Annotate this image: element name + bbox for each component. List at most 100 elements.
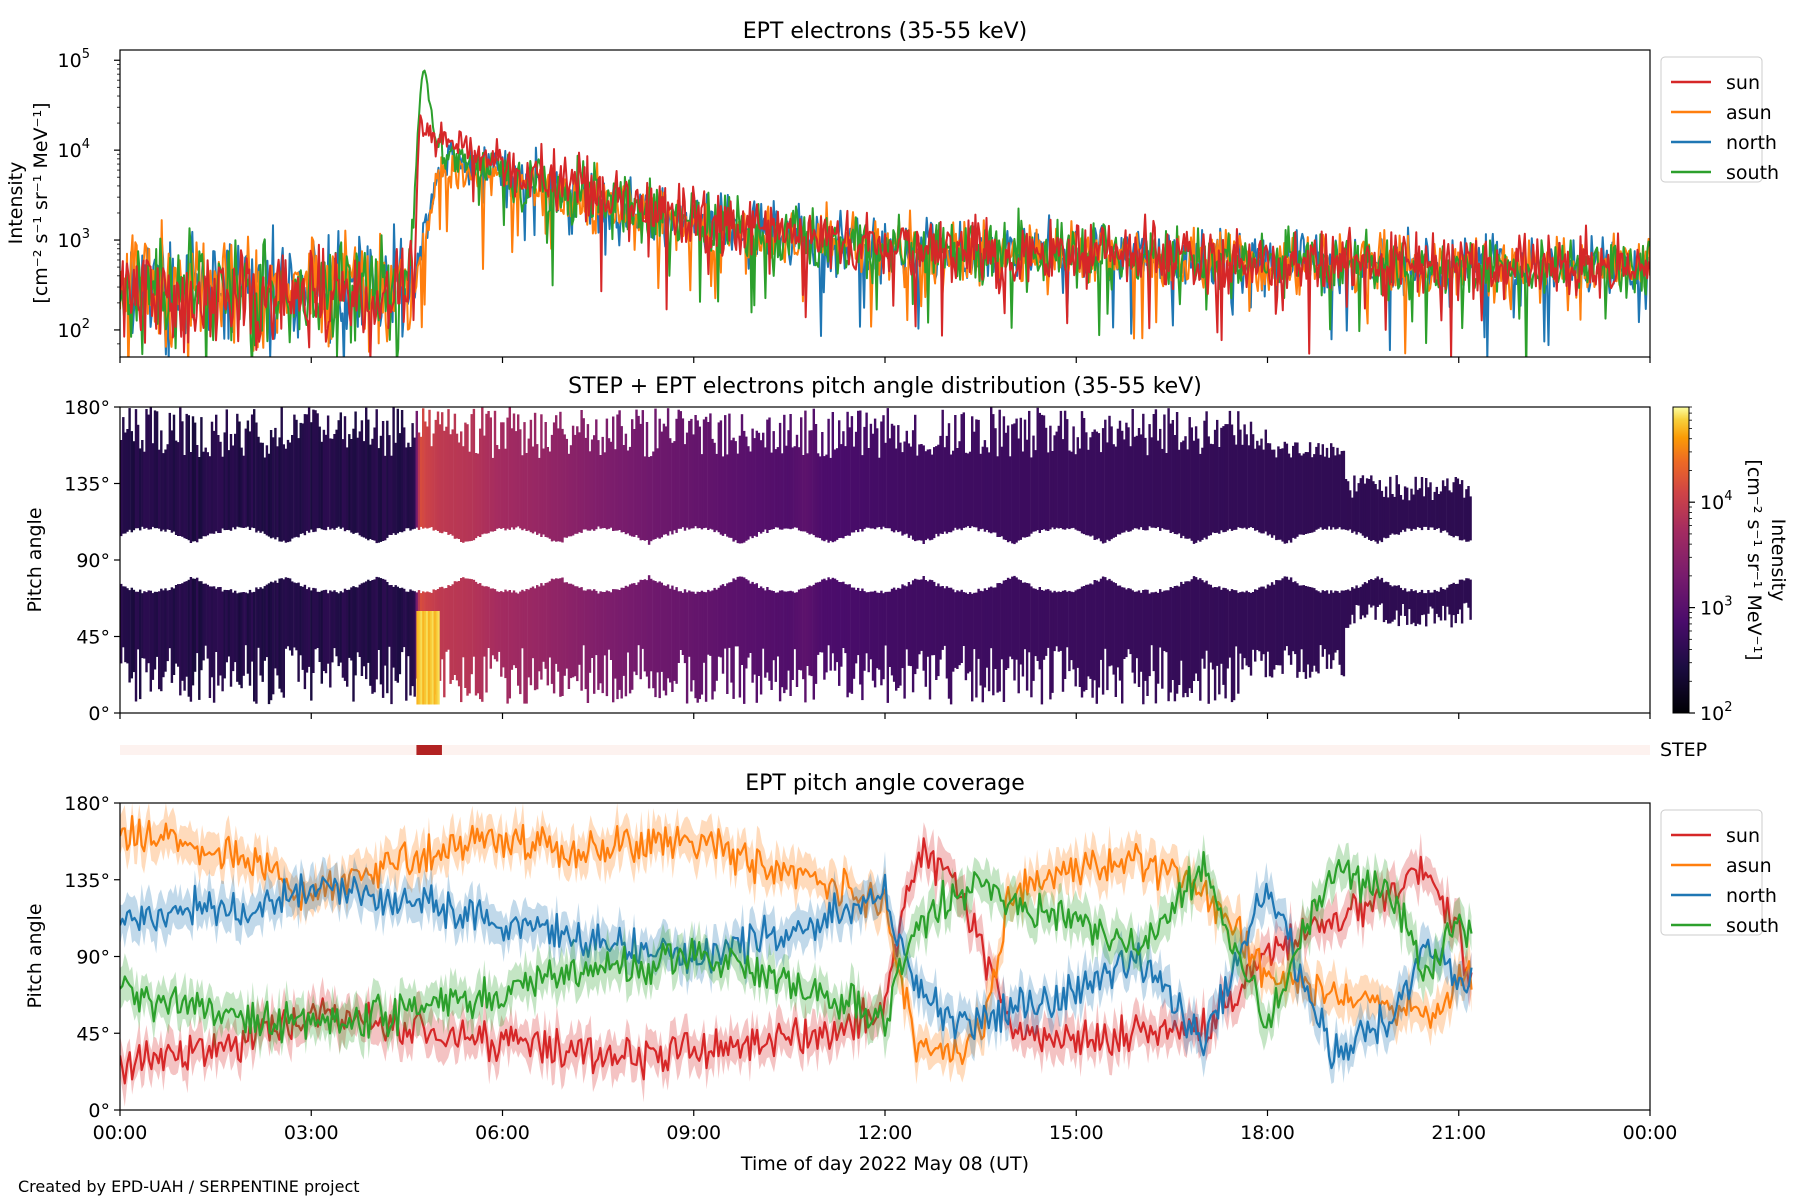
heat-cell-lower	[920, 579, 923, 651]
heat-cell-lower	[312, 587, 315, 673]
heat-cell-lower	[538, 586, 541, 672]
heat-cell-upper	[185, 413, 188, 539]
heat-cell-upper	[717, 422, 721, 533]
heat-cell-upper	[1254, 448, 1257, 531]
heat-cell-lower	[324, 589, 328, 674]
heat-cell-upper	[1220, 427, 1223, 531]
heat-cell-upper	[181, 421, 184, 537]
heat-cell-upper	[1374, 484, 1377, 542]
heat-cell-upper	[536, 444, 539, 535]
p3-xtick-label-1: 03:00	[284, 1122, 339, 1144]
heat-cell-upper	[400, 410, 404, 533]
heat-cell-lower	[1325, 590, 1329, 669]
heat-cell-upper	[559, 411, 562, 542]
heat-cell-lower	[120, 583, 123, 664]
heat-cell-upper	[711, 438, 714, 530]
heat-cell-lower	[1137, 590, 1141, 687]
heat-cell-upper	[261, 442, 264, 532]
heat-cell-lower	[949, 587, 953, 705]
heat-cell-lower	[1076, 589, 1080, 668]
heat-cell-upper	[1025, 439, 1029, 537]
heat-cell-upper	[405, 447, 408, 529]
heat-cell-upper	[438, 424, 442, 533]
legend-box	[1660, 56, 1763, 183]
series-line-south	[120, 69, 1650, 357]
heat-cell-upper	[1178, 449, 1181, 534]
heat-cell-lower	[555, 578, 558, 664]
heat-cell-lower	[873, 590, 877, 688]
panel3-x-ticks: 00:00 03:00 06:00 09:00 12:00 15:00 18:00 21:00…	[93, 1110, 1677, 1144]
heat-cell-upper	[1182, 440, 1185, 536]
heat-cell-lower	[384, 579, 387, 666]
heat-cell-lower	[700, 590, 704, 695]
heat-cell-lower	[1028, 583, 1031, 653]
heat-cell-lower	[474, 581, 478, 696]
heat-cell-lower	[1021, 582, 1025, 677]
heat-cell-upper	[797, 447, 801, 531]
heat-cell-upper	[1142, 413, 1145, 530]
heat-cell-upper	[1125, 422, 1128, 531]
heat-cell-lower	[548, 581, 552, 658]
heat-cell-lower	[318, 591, 321, 662]
heat-cell-lower	[1294, 581, 1297, 655]
heat-cell-upper	[1406, 487, 1409, 529]
heat-cell-upper	[472, 408, 476, 541]
heat-cell-lower	[1414, 590, 1417, 627]
heat-cell-upper	[1023, 419, 1027, 538]
heat-cell-upper	[312, 409, 315, 533]
heat-cell-lower	[1425, 593, 1428, 627]
heat-cell-upper	[890, 423, 894, 532]
heat-cell-lower	[966, 594, 970, 674]
heat-cell-lower	[842, 581, 845, 648]
heat-cell-lower	[1192, 576, 1196, 681]
heat-cell-upper	[578, 432, 581, 533]
colorbar-units: [cm⁻² s⁻¹ sr⁻¹ MeV⁻¹]	[1743, 459, 1765, 660]
heat-cell-lower	[189, 577, 193, 702]
heat-cell-lower	[250, 592, 254, 662]
heat-cell-upper	[248, 431, 252, 530]
heat-cell-upper	[1249, 421, 1253, 528]
heat-cell-lower	[595, 590, 598, 656]
heat-cell-lower	[588, 589, 592, 673]
heat-cell-upper	[609, 441, 613, 528]
heat-cell-upper	[122, 417, 125, 534]
heat-cell-lower	[745, 579, 748, 669]
heat-cell-lower	[1180, 581, 1183, 661]
heat-cell-lower	[179, 584, 182, 696]
heat-cell-lower	[1300, 585, 1303, 650]
heat-cell-upper	[774, 449, 778, 528]
heat-cell-upper	[650, 456, 653, 542]
heat-cell-lower	[1165, 590, 1168, 653]
heat-cell-lower	[278, 578, 281, 689]
heat-cell-upper	[479, 428, 482, 537]
heat-cell-lower	[356, 587, 359, 653]
heat-cell-upper	[337, 420, 340, 527]
heat-cell-upper	[1137, 428, 1141, 530]
heat-cell-lower	[633, 583, 636, 672]
heat-cell-lower	[1148, 593, 1151, 677]
heat-cell-upper	[635, 409, 638, 535]
heat-cell-lower	[671, 585, 674, 692]
heat-cell-upper	[1300, 455, 1303, 535]
heat-cell-upper	[574, 434, 577, 534]
heat-cell-upper	[1435, 486, 1439, 529]
heat-cell-upper	[293, 414, 296, 538]
heat-cell-lower	[994, 587, 997, 669]
heat-cell-lower	[975, 592, 978, 698]
heat-cell-lower	[1285, 576, 1289, 647]
heat-cell-lower	[1169, 587, 1172, 693]
heat-cell-lower	[394, 585, 397, 681]
heat-cell-lower	[1211, 587, 1215, 670]
heat-cell-lower	[1439, 587, 1443, 621]
heat-cell-upper	[411, 423, 414, 530]
heat-cell-upper	[1450, 492, 1453, 536]
heat-cell-upper	[795, 434, 799, 528]
heat-cell-upper	[1034, 450, 1037, 532]
heat-cell-upper	[734, 441, 737, 541]
heat-cell-upper	[848, 427, 851, 536]
heat-cell-upper	[544, 422, 547, 537]
heat-cell-upper	[1118, 420, 1122, 535]
heat-cell-lower	[973, 592, 976, 650]
heat-cell-upper	[481, 407, 484, 535]
heat-cell-upper	[1399, 495, 1403, 533]
